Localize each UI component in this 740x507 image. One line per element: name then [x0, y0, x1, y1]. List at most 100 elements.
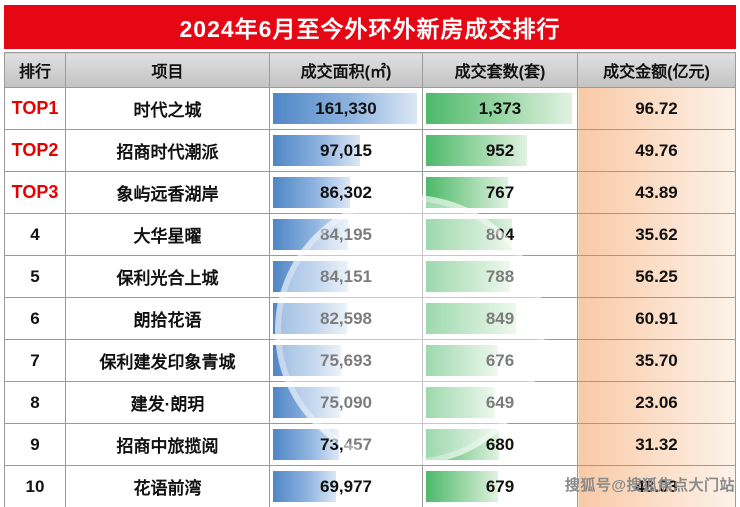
units-cell: 680 [422, 423, 578, 466]
units-cell: 849 [422, 297, 578, 340]
table-row: 4 大华星曜 84,195 804 35.62 [4, 213, 736, 256]
units-value: 804 [485, 224, 515, 244]
table-row: 5 保利光合上城 84,151 788 56.25 [4, 255, 736, 298]
table-row: TOP2 招商时代潮派 97,015 952 49.76 [4, 129, 736, 172]
units-value: 849 [485, 308, 515, 328]
table-row: 9 招商中旅揽阅 73,457 680 31.32 [4, 423, 736, 466]
area-value: 84,195 [320, 224, 372, 244]
table-row: 7 保利建发印象青城 75,693 676 35.70 [4, 339, 736, 382]
project-cell: 花语前湾 [65, 465, 270, 507]
area-cell: 84,151 [269, 255, 423, 298]
units-cell: 952 [422, 129, 578, 172]
area-databar [273, 345, 341, 376]
units-cell: 804 [422, 213, 578, 256]
units-value: 680 [485, 434, 515, 454]
table-row: 8 建发·朗玥 75,090 649 23.06 [4, 381, 736, 424]
units-cell: 767 [422, 171, 578, 214]
units-value: 767 [485, 182, 515, 202]
table-row: 10 花语前湾 69,977 679 48.03 [4, 465, 736, 507]
area-cell: 75,090 [269, 381, 423, 424]
amount-value: 35.62 [635, 224, 678, 244]
watermark-text: 搜狐号@搜狐焦点大门站 [564, 477, 735, 494]
area-databar [273, 387, 341, 418]
amount-value: 43.89 [635, 182, 678, 202]
project-cell: 招商中旅揽阅 [65, 423, 270, 466]
units-databar [426, 429, 499, 460]
rank-cell: TOP2 [4, 129, 66, 172]
area-cell: 86,302 [269, 171, 423, 214]
project-cell: 朗拾花语 [65, 297, 270, 340]
amount-cell: 96.72 [577, 87, 736, 130]
area-databar [273, 219, 349, 250]
amount-value: 48.03 [635, 476, 678, 496]
col-header-rank: 排行 [4, 52, 66, 88]
amount-value: 23.06 [635, 392, 678, 412]
units-databar [426, 93, 573, 124]
table-row: 6 朗拾花语 82,598 849 60.91 [4, 297, 736, 340]
amount-value: 96.72 [635, 98, 678, 118]
area-cell: 69,977 [269, 465, 423, 507]
col-header-amount: 成交金额(亿元) [577, 52, 736, 88]
units-value: 679 [485, 476, 515, 496]
rank-cell: TOP3 [4, 171, 66, 214]
area-value: 75,090 [320, 392, 372, 412]
area-value: 86,302 [320, 182, 372, 202]
project-cell: 保利光合上城 [65, 255, 270, 298]
area-databar [273, 135, 360, 166]
col-header-project: 项目 [65, 52, 270, 88]
units-databar [426, 387, 496, 418]
amount-cell: 23.06 [577, 381, 736, 424]
project-cell: 保利建发印象青城 [65, 339, 270, 382]
area-value: 69,977 [320, 476, 372, 496]
amount-cell: 35.62 [577, 213, 736, 256]
amount-cell: 35.70 [577, 339, 736, 382]
area-databar [273, 177, 351, 208]
area-cell: 84,195 [269, 213, 423, 256]
units-databar [426, 177, 508, 208]
area-databar [273, 93, 418, 124]
rank-cell: 10 [4, 465, 66, 507]
area-value: 84,151 [320, 266, 372, 286]
rank-cell: 9 [4, 423, 66, 466]
units-databar [426, 471, 499, 502]
project-cell: 象屿远香湖岸 [65, 171, 270, 214]
area-cell: 82,598 [269, 297, 423, 340]
units-databar [426, 219, 512, 250]
amount-cell: 31.32 [577, 423, 736, 466]
area-databar [273, 429, 339, 460]
units-databar [426, 345, 499, 376]
area-cell: 97,015 [269, 129, 423, 172]
ranking-table: 排行 项目 成交面积(㎡) 成交套数(套) 成交金额(亿元) TOP1 时代之城 1… [4, 52, 736, 507]
units-cell: 679 [422, 465, 578, 507]
rank-cell: TOP1 [4, 87, 66, 130]
area-value: 97,015 [320, 140, 372, 160]
rank-cell: 8 [4, 381, 66, 424]
project-cell: 招商时代潮派 [65, 129, 270, 172]
units-value: 649 [485, 392, 515, 412]
units-cell: 676 [422, 339, 578, 382]
units-value: 1,373 [478, 98, 522, 118]
area-databar [273, 471, 336, 502]
units-databar [426, 303, 517, 334]
area-databar [273, 261, 349, 292]
rank-cell: 4 [4, 213, 66, 256]
area-cell: 161,330 [269, 87, 423, 130]
rank-cell: 7 [4, 339, 66, 382]
amount-cell: 60.91 [577, 297, 736, 340]
table-body: TOP1 时代之城 161,330 1,373 96.72 TOP2 招商时代潮派 97,01… [4, 87, 736, 507]
units-value: 788 [485, 266, 515, 286]
area-value: 82,598 [320, 308, 372, 328]
amount-cell: 56.25 [577, 255, 736, 298]
area-cell: 73,457 [269, 423, 423, 466]
project-cell: 建发·朗玥 [65, 381, 270, 424]
units-databar [426, 261, 510, 292]
area-cell: 75,693 [269, 339, 423, 382]
amount-value: 31.32 [635, 434, 678, 454]
area-databar [273, 303, 347, 334]
units-value: 676 [485, 350, 515, 370]
units-databar [426, 135, 528, 166]
col-header-units: 成交套数(套) [422, 52, 578, 88]
table-row: TOP1 时代之城 161,330 1,373 96.72 [4, 87, 736, 130]
amount-cell: 48.03 [577, 465, 736, 507]
